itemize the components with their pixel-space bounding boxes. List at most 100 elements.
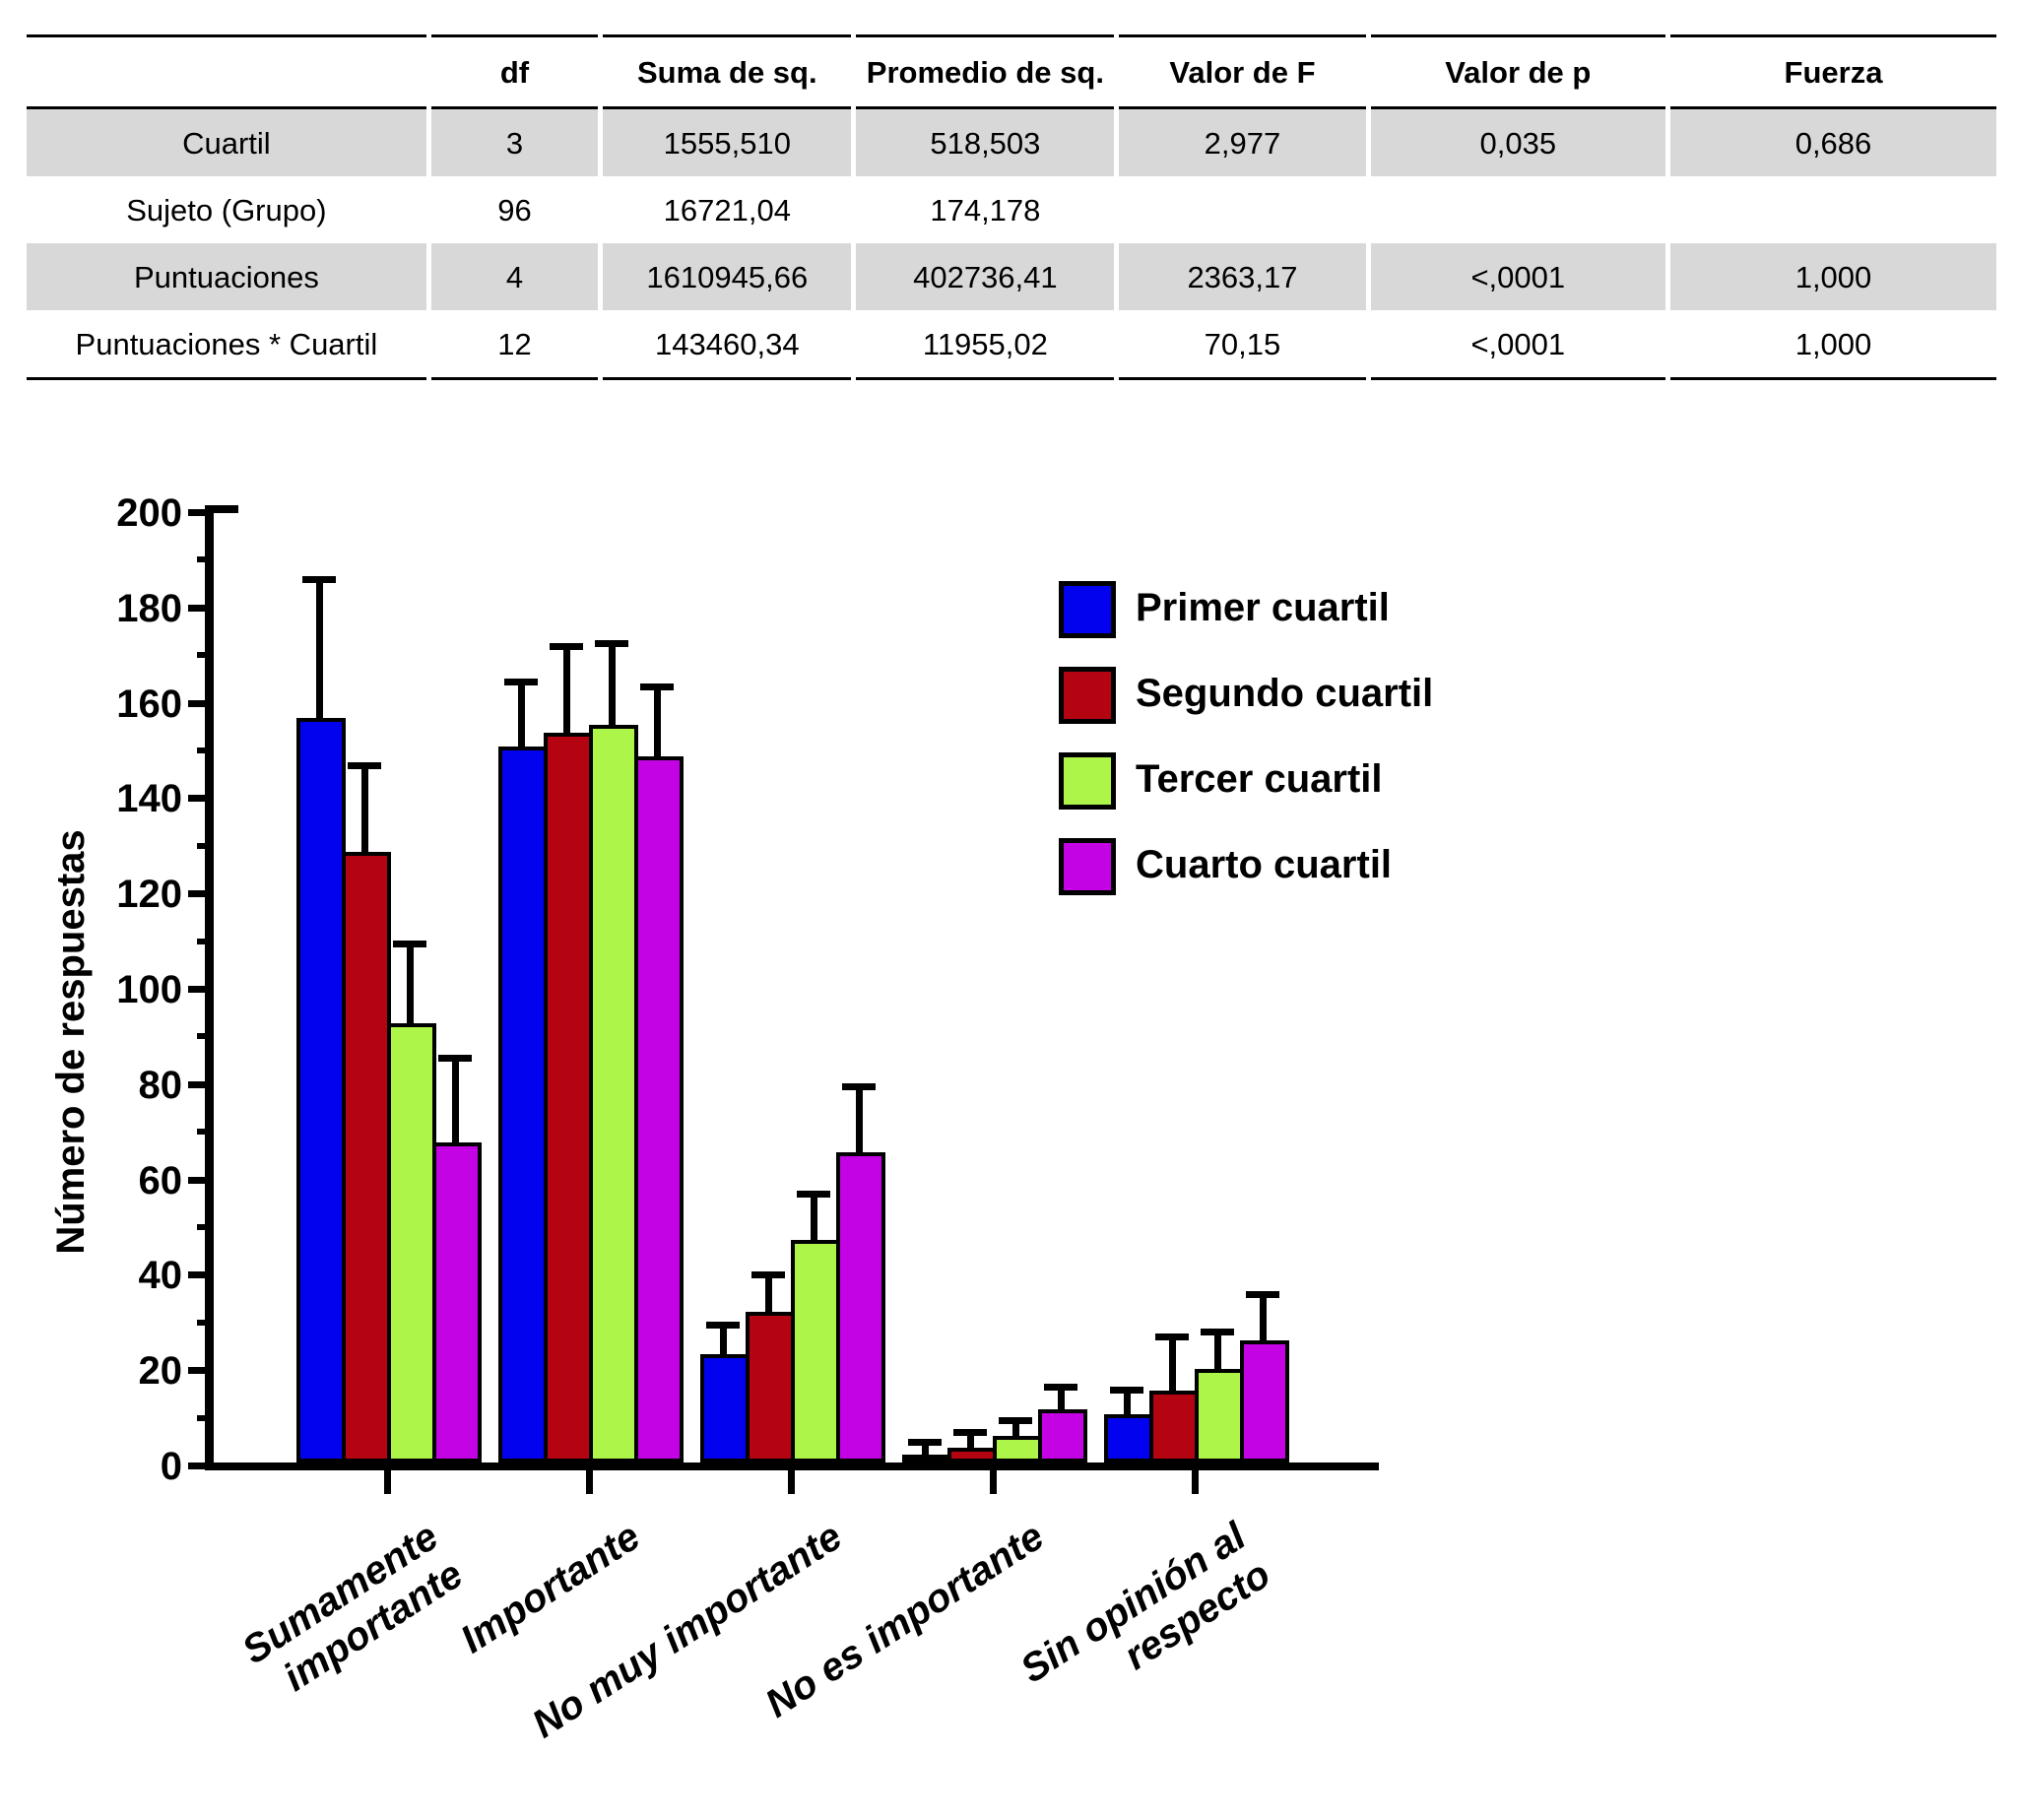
cell-pow: 0,686 [1670,109,1996,176]
error-bar-cap [438,1055,472,1063]
error-bar-cap [706,1322,740,1330]
header-df: df [430,34,599,109]
y-minor-tick [197,1414,210,1421]
cell-df: 96 [497,192,532,228]
y-major-tick [188,1080,210,1088]
cell-prom: 11955,02 [856,310,1115,380]
error-bar-line [1057,1384,1065,1415]
header-empty [27,34,426,109]
error-bar-line [451,1055,459,1148]
table-row: Cuartil 3 1555,510 518,503 2,977 0,035 0… [27,109,1996,176]
error-bar-cap [1044,1384,1077,1392]
y-major-tick [188,699,210,707]
y-minor-tick [197,652,210,659]
bar-segundo-cat3 [746,1311,795,1462]
legend-item: Tercer cuartil [1059,752,1472,810]
error-bar-cap [550,642,583,650]
error-bar-line [1168,1333,1176,1397]
error-bar-line [406,941,414,1029]
y-major-tick [188,1367,210,1375]
cell-suma: 16721,04 [663,192,791,228]
bar-cuarto-cat4 [1038,1408,1087,1462]
x-axis-line [205,1462,1379,1470]
error-bar-cap [1246,1290,1279,1298]
cell-p: <,0001 [1370,310,1665,380]
cell-df: 12 [430,310,599,380]
bar-segundo-cat1 [342,851,391,1462]
error-bar-cap [908,1438,942,1446]
y-minor-tick [197,1129,210,1136]
error-bar-line [517,678,525,753]
bar-tercer-cat4 [993,1435,1042,1462]
row-label: Puntuaciones [27,243,426,310]
legend-label: Primer cuartil [1136,586,1390,629]
legend-label: Cuarto cuartil [1136,843,1393,886]
cell-df: 3 [430,109,599,176]
x-category-tick [585,1470,593,1494]
error-bar-line [764,1271,772,1318]
anova-table-container: df Suma de sq. Promedio de sq. Valor de … [22,34,2001,380]
y-tick-label: 140 [116,777,182,821]
bar-primer-cat1 [296,718,346,1462]
y-tick-label: 200 [116,491,182,535]
error-bar-line [562,642,570,739]
bar-segundo-cat5 [1149,1390,1199,1462]
y-tick-label: 20 [138,1349,183,1394]
y-major-tick [188,890,210,898]
table-row: Puntuaciones 4 1610945,66 402736,41 2363… [27,243,1996,310]
legend-label: Tercer cuartil [1136,757,1383,801]
bar-tercer-cat2 [589,725,638,1462]
error-bar-line [1123,1386,1131,1420]
legend-item: Primer cuartil [1059,581,1472,638]
error-bar-line [921,1438,929,1461]
y-minor-tick [197,556,210,563]
bar-segundo-cat4 [947,1447,997,1462]
error-bar-cap [953,1429,987,1437]
cell-suma: 143460,34 [603,310,852,380]
error-bar-cap [393,941,426,948]
bar-cuarto-cat1 [432,1141,482,1462]
legend-swatch-icon [1059,752,1116,810]
error-bar-line [966,1429,974,1454]
y-tick-label: 40 [138,1254,183,1298]
y-minor-tick [197,1033,210,1040]
cell-f: 2,977 [1119,109,1366,176]
legend-item: Cuarto cuartil [1059,838,1472,895]
bar-tercer-cat3 [791,1240,840,1462]
cell-suma: 1555,510 [603,109,852,176]
bar-primer-cat4 [902,1454,951,1462]
y-major-tick [188,509,210,516]
cell-suma: 1610945,66 [603,243,852,310]
bar-tercer-cat1 [387,1022,436,1462]
y-major-tick [188,1462,210,1469]
y-tick-label: 80 [138,1063,183,1107]
row-label: Puntuaciones * Cuartil [27,310,426,380]
bar-primer-cat5 [1104,1413,1153,1462]
legend-swatch-icon [1059,667,1116,724]
y-major-tick [188,604,210,612]
y-tick-label: 60 [138,1158,183,1202]
header-promedio: Promedio de sq. [856,34,1115,109]
error-bar-line [719,1322,727,1361]
anova-table: df Suma de sq. Promedio de sq. Valor de … [22,34,2001,380]
y-minor-tick [197,842,210,849]
bar-segundo-cat2 [544,732,593,1462]
error-bar-line [1011,1417,1019,1442]
header-fuerza: Fuerza [1670,34,1996,109]
cell-prom: 518,503 [856,109,1115,176]
bar-primer-cat3 [700,1354,750,1462]
error-bar-line [1213,1329,1221,1375]
y-major-tick [188,986,210,993]
table-header-row: df Suma de sq. Promedio de sq. Valor de … [27,34,1996,109]
error-bar-line [360,761,368,858]
y-major-tick [188,1271,210,1279]
error-bar-cap [302,575,336,583]
legend-item: Segundo cuartil [1059,667,1472,724]
x-category-label: Sin opinión al respecto [1012,1514,1278,1692]
bar-cuarto-cat3 [836,1151,885,1462]
error-bar-cap [1201,1329,1234,1336]
cell-f [1119,176,1365,243]
bar-cuarto-cat2 [634,755,684,1462]
bar-tercer-cat5 [1195,1368,1244,1462]
error-bar-cap [797,1191,830,1199]
